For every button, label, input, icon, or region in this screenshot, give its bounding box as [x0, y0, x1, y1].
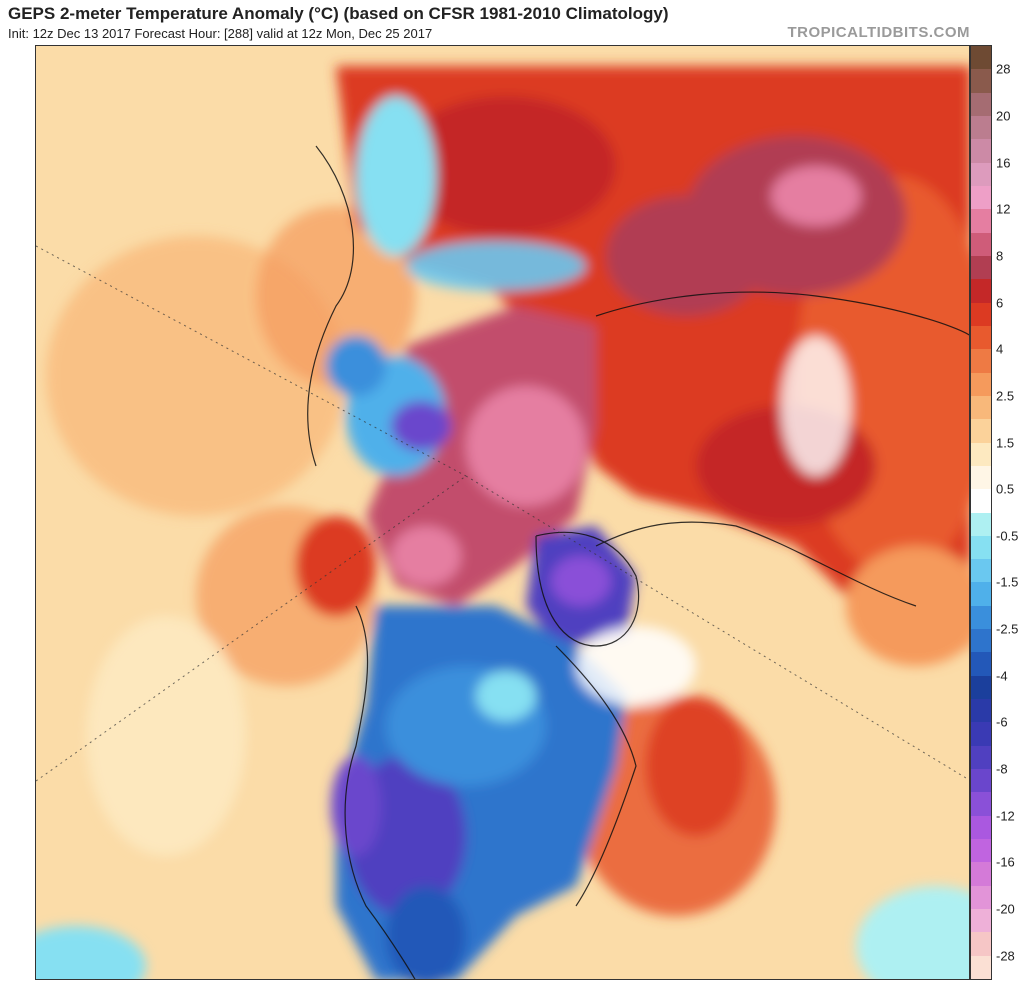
russia-pink-core: [771, 166, 861, 226]
colorbar-segment: [971, 535, 991, 560]
colorbar-segment: [971, 442, 991, 467]
temperature-anomaly-map: [35, 45, 970, 980]
graticule: [36, 245, 969, 782]
hudson-cyan: [476, 671, 536, 721]
colorbar-segment: [971, 395, 991, 420]
middle-east-white: [781, 336, 851, 476]
colorbar-tick-label: 16: [996, 155, 1011, 171]
southeast-cyan: [856, 886, 969, 979]
colorbar-tick-label: 20: [996, 108, 1011, 124]
colorbar-segment: [971, 325, 991, 350]
north-siberia-hot: [396, 96, 616, 236]
colorbar-tick-label: 12: [996, 201, 1011, 217]
colorbar-tick-label: 6: [996, 295, 1004, 311]
temperature-colorbar: [970, 45, 992, 980]
atlantic-warm-core: [646, 696, 746, 836]
colorbar-segment: [971, 932, 991, 957]
colorbar-segment: [971, 232, 991, 257]
east-siberia-cold: [356, 96, 436, 256]
colorbar-segment: [971, 489, 991, 513]
colorbar-tick-label: -8: [996, 761, 1008, 777]
siberia-core: [606, 196, 766, 316]
colorbar-segment: [971, 419, 991, 443]
colorbar-tick-label: -28: [996, 948, 1015, 964]
colorbar-segment: [971, 209, 991, 234]
colorbar-segment: [971, 46, 991, 70]
colorbar-tick-label: -6: [996, 714, 1008, 730]
colorbar-tick-label: -12: [996, 808, 1015, 824]
colorbar-tick-label: -20: [996, 901, 1015, 917]
colorbar-segment: [971, 302, 991, 327]
colorbar-segment: [971, 185, 991, 210]
colorbar-segment: [971, 885, 991, 910]
colorbar-segment: [971, 512, 991, 537]
west-pacific-warm: [256, 206, 416, 386]
colorbar-segment: [971, 559, 991, 583]
colorbar-segment: [971, 955, 991, 980]
colorbar-segment: [971, 605, 991, 630]
colorbar-segment: [971, 582, 991, 607]
colorbar-segment: [971, 162, 991, 187]
anomaly-field: [36, 46, 969, 979]
mexico-cold: [386, 886, 466, 979]
colorbar-segment: [971, 652, 991, 677]
colorbar-tick-label: -4: [996, 668, 1008, 684]
colorbar-tick-label: 2.5: [996, 388, 1015, 404]
brand-watermark[interactable]: TROPICALTIDBITS.COM: [787, 24, 970, 41]
colorbar-segment: [971, 745, 991, 770]
map-title: GEPS 2-meter Temperature Anomaly (°C) (b…: [8, 4, 669, 23]
forecast-info: Init: 12z Dec 13 2017 Forecast Hour: [28…: [8, 26, 433, 41]
southwest-cyan: [36, 926, 146, 979]
colorbar-segment: [971, 372, 991, 397]
greenland-core: [551, 556, 611, 606]
colorbar-tick-label: -16: [996, 854, 1015, 870]
colorbar-segment: [971, 815, 991, 840]
kamchatka-blue: [326, 336, 386, 396]
atlantic-white: [576, 626, 696, 706]
west-us-purple: [331, 756, 381, 856]
colorbar-tick-label: 1.5: [996, 435, 1015, 451]
colorbar-segment: [971, 909, 991, 933]
colorbar-segment: [971, 349, 991, 374]
colorbar-tick-label: 0.5: [996, 481, 1015, 497]
colorbar-tick-label: 4: [996, 341, 1004, 357]
coastlines: [307, 145, 969, 979]
colorbar-segment: [971, 465, 991, 490]
colorbar-segment: [971, 699, 991, 723]
colorbar-segment: [971, 769, 991, 793]
colorbar-segment: [971, 675, 991, 700]
colorbar-tick-label: -1.5: [996, 574, 1019, 590]
colorbar-segment: [971, 792, 991, 817]
siberian-blue-band: [406, 241, 586, 291]
colorbar-segment: [971, 629, 991, 653]
colorbar-segment: [971, 722, 991, 747]
east-pacific-cool: [86, 616, 246, 856]
colorbar-segment: [971, 139, 991, 164]
alaska-pink: [391, 526, 461, 586]
colorbar-tick-label: -2.5: [996, 621, 1019, 637]
colorbar-segment: [971, 115, 991, 140]
colorbar-segment: [971, 92, 991, 117]
chukotka-purple: [391, 401, 451, 451]
colorbar-segment: [971, 69, 991, 94]
colorbar-segment: [971, 279, 991, 304]
colorbar-segment: [971, 862, 991, 887]
colorbar-tick-label: 8: [996, 248, 1004, 264]
colorbar-segment: [971, 255, 991, 280]
south-asia-warm: [846, 546, 969, 666]
colorbar-tick-label: 28: [996, 61, 1011, 77]
colorbar-segment: [971, 839, 991, 863]
arctic-pink-core: [466, 386, 586, 506]
alaska-coast-warm: [296, 516, 376, 616]
colorbar-tick-label: -0.5: [996, 528, 1019, 544]
